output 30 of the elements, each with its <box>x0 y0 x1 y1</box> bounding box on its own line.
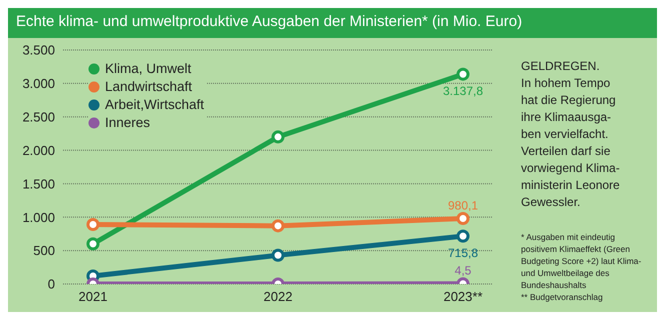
text: GELDREGEN. In hohem Tempo hat die Regierung ihre Klimaausga- ben vervielfacht. Verteilen darf sie vorwiegend Klima- ministerin Leonore Gewessler. <box>521 59 620 209</box>
y-tick-label: 0 <box>48 276 55 292</box>
point <box>86 237 100 250</box>
chart-title: Echte klima- und umweltproduktive Ausgaben der Ministerien* (in Mio. Euro) <box>8 8 657 38</box>
x-tick-label: 2022 <box>264 289 292 304</box>
legend-label: Inneres <box>104 114 152 132</box>
legend-label: Landwirtschaft <box>104 78 194 96</box>
y-tick-label: 500 <box>33 243 55 258</box>
point <box>272 219 284 232</box>
legend-label: Arbeit,Wirtschaft <box>104 96 204 114</box>
y-tick-label: 1.500 <box>22 176 55 192</box>
data-label: 4,5 <box>454 264 472 278</box>
data-label: 715,8 <box>448 246 478 260</box>
text: * Ausgaben mit eindeutig positivem Klimaeffekt (Green Budgeting Score +2) laut Klima- und Umweltbeilage des Bundeshaushalts ** Budgetvoranschlag <box>521 231 642 303</box>
y-tick-label: 2.500 <box>22 109 55 124</box>
point <box>86 218 100 231</box>
y-tick-label: 3.000 <box>22 76 55 92</box>
point <box>272 130 284 144</box>
point <box>272 248 284 262</box>
y-tick-label: 3.500 <box>22 42 55 58</box>
legend-label: Klima, Umwelt <box>104 60 192 78</box>
data-label: 980,1 <box>448 198 478 212</box>
x-tick-label: 2023** <box>443 289 483 304</box>
point <box>456 230 470 243</box>
point <box>456 212 470 225</box>
point <box>456 68 470 81</box>
y-tick-label: 2.000 <box>22 142 55 158</box>
x-tick-label: 2021 <box>78 289 108 304</box>
y-tick-label: 1.000 <box>22 210 55 225</box>
data-label: 3.137,8 <box>442 84 484 98</box>
